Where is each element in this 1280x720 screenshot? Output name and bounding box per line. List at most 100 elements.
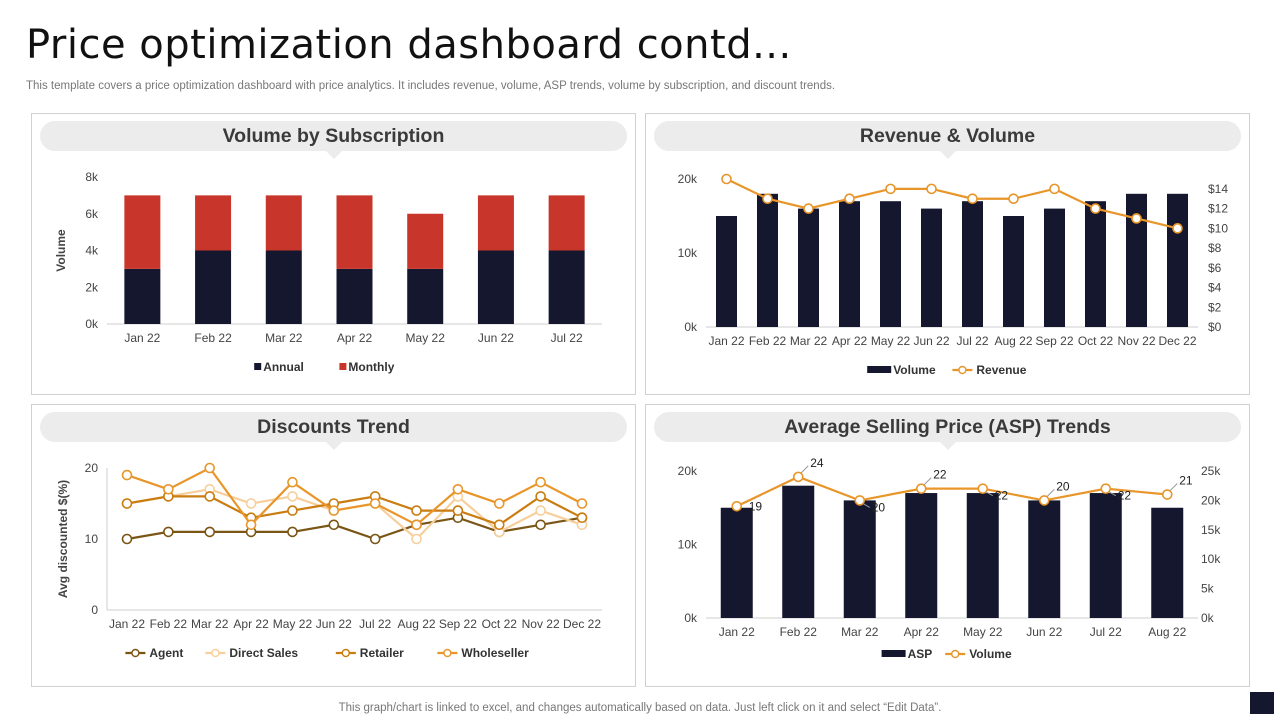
- y2-tick-label: $6: [1208, 261, 1222, 275]
- data-label: 24: [810, 456, 824, 470]
- line-volume: [736, 475, 1168, 508]
- point-retailer: [535, 491, 546, 502]
- data-label-leader: [1046, 489, 1055, 497]
- x-tick-label: Aug 22: [994, 334, 1032, 348]
- x-tick-label: Jun 22: [1026, 625, 1062, 639]
- x-tick-label: May 22: [406, 331, 446, 345]
- x-tick-label: Nov 22: [1117, 334, 1155, 348]
- point-direct-sales: [535, 505, 546, 516]
- point-revenue: [926, 183, 937, 195]
- y-tick-label: 0k: [684, 320, 698, 334]
- x-tick-label: Mar 22: [841, 625, 879, 639]
- point-volume: [1100, 483, 1112, 494]
- discounts-trend-chart[interactable]: 0 10 20 Avg discounted $(%) Jan 22 Feb 22 Mar …: [32, 405, 637, 688]
- volume-by-subscription-chart[interactable]: 0k 2k 4k 6k 8k Volume Jan 22 Feb 22 Mar 22 Apr 22…: [32, 114, 637, 396]
- x-tick-label: Jan 22: [124, 331, 160, 345]
- legend-label: Wholeseller: [461, 646, 529, 660]
- bar-monthly: [336, 195, 373, 269]
- data-label: 20: [1056, 479, 1070, 493]
- x-tick-label: Feb 22: [749, 334, 787, 348]
- point-retailer: [204, 491, 216, 502]
- x-tick-label: Jul 22: [359, 617, 391, 631]
- volume-by-subscription-panel[interactable]: Volume by Subscription 0k 2k 4k 6k 8k Volume J…: [31, 113, 636, 395]
- corner-decoration: [1250, 692, 1274, 714]
- bar-volume: [1044, 208, 1065, 327]
- x-tick-label: Dec 22: [563, 617, 601, 631]
- legend-marker: [958, 365, 967, 375]
- point-agent: [287, 526, 298, 538]
- point-agent: [163, 526, 174, 538]
- x-tick-label: Apr 22: [904, 625, 940, 639]
- page-title: Price optimization dashboard contd...: [26, 22, 792, 68]
- x-tick-label: Jul 22: [956, 334, 988, 348]
- x-tick-label: Oct 22: [482, 617, 518, 631]
- point-wholeseller: [287, 476, 298, 488]
- y-tick-label: 0k: [85, 317, 99, 331]
- x-tick-label: Jul 22: [551, 331, 583, 345]
- point-retailer: [576, 512, 588, 523]
- legend-label: Annual: [263, 360, 304, 374]
- x-tick-label: Jan 22: [109, 617, 145, 631]
- bar-annual: [336, 268, 373, 324]
- x-tick-label: Jan 22: [708, 334, 744, 348]
- line-retailer: [126, 495, 583, 527]
- bar-asp: [1089, 493, 1122, 618]
- data-label-leader: [1169, 483, 1178, 491]
- y2-tick-label: $2: [1208, 300, 1222, 314]
- point-revenue: [1172, 223, 1183, 234]
- point-revenue: [1090, 203, 1101, 214]
- x-tick-label: Jun 22: [316, 617, 352, 631]
- point-retailer: [452, 505, 464, 516]
- legend-marker: [951, 649, 960, 659]
- point-revenue: [1131, 213, 1142, 224]
- data-label: 19: [749, 499, 763, 513]
- panel-title: Discounts Trend: [40, 412, 627, 450]
- point-wholeseller: [369, 498, 381, 509]
- bar-annual: [407, 268, 444, 324]
- asp-trends-chart[interactable]: 0k 10k 20k 0k 5k 10k 15k 20k 25k Jan 22 Feb 22 Mar …: [646, 405, 1251, 688]
- bar-asp: [905, 493, 938, 618]
- data-label-leader: [862, 502, 870, 508]
- y2-tick-label: $14: [1208, 182, 1228, 196]
- y-tick-label: 20: [85, 461, 99, 475]
- y2-tick-label: 5k: [1201, 582, 1215, 596]
- legend-label: Agent: [149, 646, 183, 660]
- x-tick-label: Sep 22: [1035, 334, 1073, 348]
- legend-marker: [211, 648, 220, 658]
- bar-asp: [782, 485, 815, 618]
- data-label: 22: [933, 468, 947, 482]
- point-retailer: [411, 505, 422, 516]
- data-label: 22: [995, 489, 1009, 503]
- x-tick-label: Jul 22: [1090, 625, 1122, 639]
- point-wholeseller: [163, 484, 174, 495]
- point-wholeseller: [535, 476, 546, 488]
- legend-swatch: [881, 650, 906, 657]
- y2-tick-label: $8: [1208, 241, 1222, 255]
- point-volume: [1038, 495, 1050, 506]
- x-tick-label: Nov 22: [522, 617, 560, 631]
- revenue-volume-panel[interactable]: Revenue & Volume 0k 10k 20k $0 $2 $4 $6 $8 $10 $1…: [645, 113, 1250, 395]
- point-revenue: [844, 193, 855, 205]
- y2-tick-label: $12: [1208, 202, 1228, 216]
- y-tick-label: 10k: [678, 538, 698, 552]
- bar-monthly: [407, 213, 444, 269]
- bar-asp: [966, 493, 999, 618]
- line-wholeseller: [126, 466, 583, 527]
- bar-volume: [757, 193, 778, 327]
- panel-title: Volume by Subscription: [40, 121, 627, 159]
- discounts-trend-panel[interactable]: Discounts Trend 0 10 20 Avg discounted $(%)…: [31, 404, 636, 687]
- point-retailer: [493, 519, 505, 531]
- x-tick-label: Dec 22: [1158, 334, 1196, 348]
- x-tick-label: Mar 22: [191, 617, 229, 631]
- y2-tick-label: 10k: [1201, 552, 1221, 566]
- bar-volume: [798, 208, 819, 327]
- y-tick-label: 20k: [678, 172, 698, 186]
- bar-asp: [1151, 507, 1184, 618]
- y2-tick-label: 0k: [1201, 611, 1215, 625]
- point-retailer: [121, 498, 133, 509]
- bar-asp: [720, 507, 753, 618]
- asp-trends-panel[interactable]: Average Selling Price (ASP) Trends 0k 10k…: [645, 404, 1250, 687]
- point-direct-sales: [245, 498, 257, 509]
- data-label-leader: [985, 491, 993, 497]
